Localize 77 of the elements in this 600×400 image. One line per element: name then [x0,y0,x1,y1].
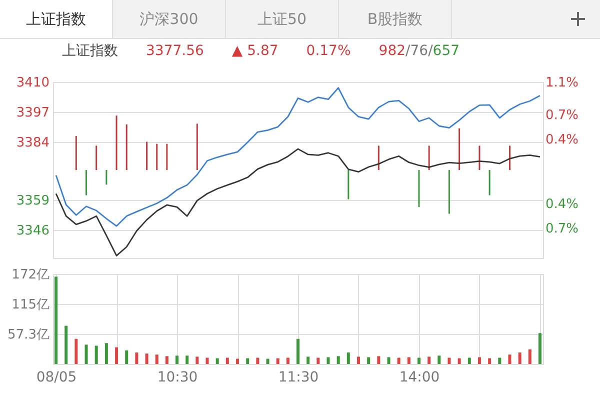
text: 上证指数 [0,0,113,38]
bar [216,358,219,364]
y-tick-label: 3359 [16,194,50,209]
bar [84,344,88,364]
text: 982/76/657 [378,43,460,59]
bar [428,356,431,364]
bar [387,357,390,364]
bar [54,276,58,364]
y2-tick-label: 0.7% [546,221,579,236]
bar [478,357,481,364]
bar [64,326,68,364]
x-tick-label: 08/05 [36,370,77,386]
bar [135,352,138,364]
y2-tick-label: 1.1% [546,76,579,90]
bar [356,356,360,364]
line-series [55,87,541,227]
y-tick-label: 3410 [16,76,50,90]
bar [206,358,209,364]
bar [488,358,492,364]
bar [306,356,310,364]
bar [367,357,370,364]
bar [377,356,380,364]
bar [125,350,128,364]
y-tick-label: 115亿 [12,297,50,312]
text: 上证50 [226,0,339,38]
y2-tick-label: 0.7% [546,108,579,123]
bar [176,356,179,364]
text: 3377.56 [146,43,204,59]
x-tick-label: 14:00 [399,370,440,386]
bar [538,333,542,364]
bar [266,358,270,364]
y-tick-label: 3397 [16,106,50,121]
bar [336,356,340,364]
bar [155,354,158,364]
bar [407,357,410,364]
bar [256,358,260,364]
bar [458,358,461,364]
bar [186,356,189,364]
bar [165,356,168,364]
y-tick-label: 57.3亿 [8,328,50,343]
bar [528,349,532,364]
y-tick-label: 3346 [16,224,50,239]
bar [226,358,229,364]
text: ▲ 5.87 [232,43,278,59]
y2-tick-label: 0.4% [546,197,579,212]
bar [196,356,199,364]
bar [296,338,300,364]
bar [397,358,400,364]
y2-tick-label: 0.4% [546,132,579,148]
bar [498,358,502,364]
bar [145,354,148,364]
bar [518,352,522,364]
chart-title: 上证指数 [62,42,118,60]
text: 沪深300 [113,0,226,38]
bar [417,358,420,364]
y-tick-label: 3384 [16,136,50,151]
y-tick-label: 172亿 [12,268,50,282]
bar [326,357,330,364]
bar [508,354,512,364]
bar [438,356,441,364]
bar [276,358,280,364]
text: 0.17% [306,43,351,59]
bar [246,358,250,364]
bar [236,358,240,364]
x-tick-label: 11:30 [278,370,319,386]
bar [115,347,118,364]
bar [316,358,320,364]
line-series [55,148,541,256]
bar [74,338,78,364]
bar [104,343,108,364]
text: B股指数 [339,0,452,38]
bar [94,346,98,364]
bar [346,352,350,364]
bar [286,358,290,364]
bar [468,358,471,364]
x-tick-label: 10:30 [157,370,198,386]
bar [448,358,451,364]
